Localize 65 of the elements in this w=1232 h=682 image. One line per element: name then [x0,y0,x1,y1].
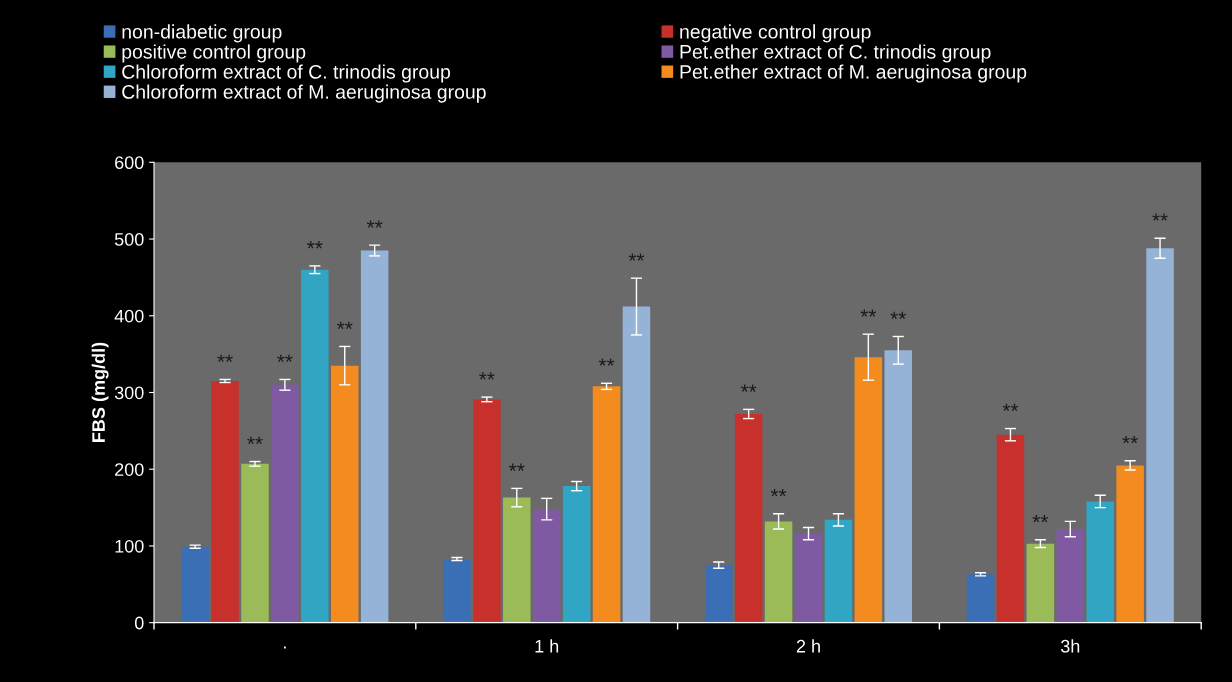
x-tick-label: 2 h [796,639,820,653]
data-label: ** [366,220,383,228]
data-label: ** [336,321,353,329]
data-label: ** [1152,213,1168,221]
bar [211,380,239,623]
bar [1146,248,1174,623]
bar [1116,465,1144,623]
bar [794,533,823,623]
data-label: ** [628,253,645,261]
y-tick-label: 0 [134,616,144,630]
bar [1026,543,1055,623]
y-tick-label: 100 [115,539,144,553]
legend-label: negative control group [680,24,871,43]
data-label: ** [598,358,615,366]
bar [764,521,793,623]
bar [966,574,995,623]
legend-label: Pet.ether extract of M. aeruginosa group [680,64,1027,83]
bar [241,463,269,623]
x-tick-label: 3h [1060,639,1080,653]
legend-label: positive control group [122,44,306,63]
y-tick-label: 500 [114,232,144,246]
bar [473,399,501,623]
data-label: ** [740,384,757,392]
bar [1056,529,1085,623]
data-label: ** [1002,403,1019,412]
data-label: ** [307,241,323,249]
bar [854,357,883,623]
bar [271,384,299,623]
bar [592,386,621,623]
bar [181,546,209,623]
bar [884,350,913,623]
bar [704,565,733,623]
y-axis-title: FBS (mg/dl) [91,342,109,442]
data-label: ** [247,436,263,445]
y-tick-label: 600 [115,156,144,170]
data-label: ** [509,463,525,471]
data-label: ** [1032,515,1049,523]
legend-label: non-diabetic group [122,24,282,43]
data-label: ** [890,311,907,319]
bar [301,269,329,623]
bar [824,519,853,623]
y-tick-label: 400 [114,309,144,323]
bar [996,434,1025,623]
legend-label: Pet.ether extract of C. trinodis group [680,44,991,63]
y-tick-label: 200 [115,463,144,476]
bar [622,306,651,623]
bar [443,558,471,623]
bar [330,365,359,623]
data-label: ** [479,372,495,380]
x-tick-label: 1 h [535,639,559,653]
data-label: ** [277,354,293,362]
x-tick-label: · [284,646,286,649]
bar [562,486,591,623]
data-label: ** [217,354,233,362]
data-label: ** [1122,435,1138,444]
data-label: ** [860,309,877,317]
data-label: ** [770,488,787,497]
bar [532,509,561,623]
y-tick-label: 300 [114,386,144,400]
bar [734,413,763,623]
bar [503,497,531,623]
bar [360,250,389,623]
bar [1086,501,1114,623]
legend-label: Chloroform extract of C. trinodis group [122,64,451,83]
legend-label: Chloroform extract of M. aeruginosa group [122,84,486,103]
